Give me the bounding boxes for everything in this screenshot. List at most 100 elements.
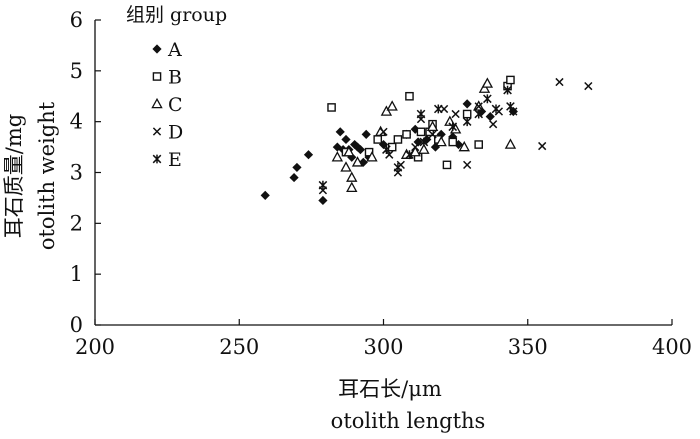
data-point — [418, 143, 430, 154]
data-point — [462, 117, 472, 127]
y-tick-label: 5 — [70, 59, 83, 83]
data-point — [380, 105, 393, 116]
x-tick-label: 300 — [363, 335, 403, 359]
legend-label: A — [167, 39, 182, 61]
legend-marker — [152, 44, 162, 54]
data-point — [474, 102, 483, 111]
y-tick-label: 2 — [70, 211, 83, 235]
data-point — [410, 124, 420, 134]
data-point — [346, 171, 358, 182]
data-point — [506, 102, 515, 111]
y-axis-title-en: otolith weight — [35, 101, 59, 250]
data-point — [260, 190, 270, 200]
data-point — [350, 139, 360, 150]
y-tick-label: 3 — [70, 161, 83, 185]
data-point — [584, 81, 593, 91]
data-point — [419, 137, 429, 147]
data-point — [341, 134, 351, 145]
series-e — [318, 85, 515, 190]
data-point — [453, 139, 464, 150]
legend-item-a: A — [152, 39, 182, 61]
x-axis-title-en: otolith lengths — [331, 409, 486, 433]
data-point — [318, 195, 328, 206]
data-point — [448, 137, 458, 147]
data-point — [462, 99, 472, 109]
data-point — [488, 120, 498, 129]
data-point — [478, 82, 491, 93]
data-point — [416, 127, 426, 137]
data-point — [416, 109, 426, 119]
data-point — [503, 85, 512, 95]
data-point — [462, 109, 472, 119]
data-point — [451, 109, 460, 119]
data-point — [506, 75, 515, 85]
x-tick-label: 350 — [508, 335, 548, 359]
data-point — [411, 142, 420, 152]
data-point — [303, 150, 314, 160]
data-point — [436, 129, 446, 139]
data-point — [355, 145, 366, 155]
plot-area: 200 250 300 350 400 0 1 2 3 4 5 6 — [70, 8, 692, 359]
data-point — [402, 130, 411, 139]
x-axis-ticks: 200 250 300 350 400 — [75, 319, 692, 359]
data-point — [289, 172, 299, 183]
data-point — [318, 180, 328, 190]
data-point — [351, 156, 364, 167]
legend-marker — [151, 97, 163, 109]
x-tick-label: 250 — [219, 335, 259, 359]
data-point — [405, 150, 414, 160]
data-point — [405, 91, 414, 101]
data-point — [474, 140, 484, 149]
legend-item-c: C — [151, 94, 183, 116]
data-point — [458, 140, 470, 152]
data-point — [483, 94, 492, 104]
legend-item-b: B — [152, 67, 182, 89]
data-point — [393, 163, 403, 172]
data-point — [435, 135, 447, 147]
data-point — [413, 137, 423, 147]
data-point — [538, 141, 547, 151]
legend-marker — [152, 154, 162, 164]
data-point — [373, 135, 383, 144]
data-point — [555, 77, 564, 87]
legend-label: D — [168, 122, 183, 144]
legend-item-e: E — [152, 149, 182, 171]
legend-item-d: D — [152, 122, 183, 144]
data-point — [292, 162, 302, 173]
data-point — [340, 161, 352, 172]
data-point — [366, 151, 378, 162]
data-point — [463, 160, 472, 170]
x-tick-label: 200 — [75, 335, 115, 359]
data-point — [332, 142, 342, 152]
data-point — [442, 160, 452, 170]
data-point — [382, 145, 391, 155]
data-point — [504, 138, 517, 149]
x-axis-title: 耳石长/μm — [338, 377, 442, 401]
data-point — [433, 104, 443, 114]
y-tick-label: 1 — [70, 262, 83, 286]
data-point — [361, 129, 371, 139]
data-point — [347, 152, 357, 162]
x-tick-label: 400 — [652, 335, 692, 359]
data-point — [379, 127, 388, 136]
data-point — [491, 104, 501, 114]
legend-label: B — [168, 67, 182, 89]
data-point — [335, 127, 345, 137]
legend-marker — [152, 127, 162, 136]
data-point — [331, 151, 344, 162]
data-point — [346, 181, 358, 193]
data-point — [327, 103, 336, 112]
y-tick-label: 6 — [70, 8, 83, 32]
legend-marker — [152, 72, 162, 81]
data-point — [352, 142, 363, 152]
data-point — [448, 122, 458, 132]
data-points — [260, 75, 593, 206]
data-point — [386, 100, 398, 111]
data-point — [428, 130, 437, 139]
data-point — [485, 111, 495, 122]
y-axis-title: 耳石质量/mg — [2, 114, 26, 238]
data-point — [474, 109, 484, 119]
